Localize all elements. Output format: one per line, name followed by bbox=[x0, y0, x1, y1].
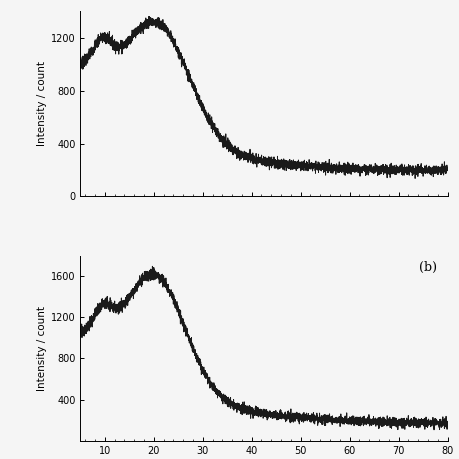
Y-axis label: Intensity / count: Intensity / count bbox=[37, 306, 47, 391]
Y-axis label: Intensity / count: Intensity / count bbox=[37, 62, 47, 146]
Text: (b): (b) bbox=[419, 261, 437, 274]
